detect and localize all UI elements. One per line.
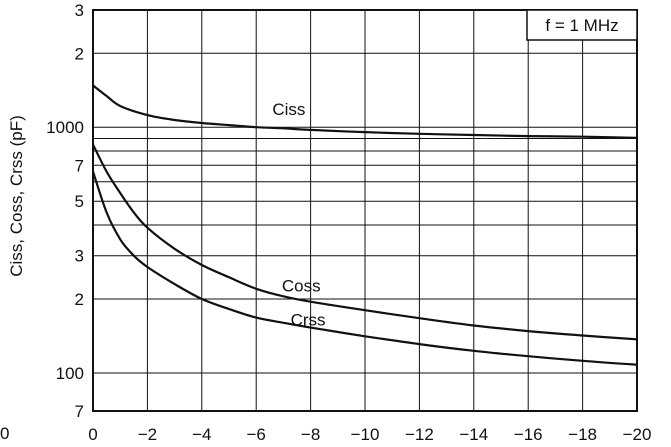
y-axis-label: Ciss, Coss, Crss (pF)	[7, 115, 26, 277]
y-tick-label: 2	[75, 44, 84, 63]
grid	[92, 9, 638, 412]
x-tick-label: −16	[514, 425, 543, 444]
x-tick-label: −2	[138, 425, 157, 444]
annotation-box	[526, 9, 638, 41]
y-tick-label: 100	[56, 364, 84, 383]
x-tick-label: 0	[88, 425, 97, 444]
series-label-crss: Crss	[291, 311, 326, 330]
y-tick-label: 3	[75, 1, 84, 20]
x-tick-label: −10	[351, 425, 380, 444]
x-tick-labels: 0 −2 −4 −6 −8 −10 −12 −14 −16 −18 −20	[88, 425, 651, 444]
y-tick-label: 5	[75, 192, 84, 211]
series-labels: Ciss Coss Crss	[272, 100, 325, 329]
annotation-frequency: f = 1 MHz	[545, 16, 618, 35]
series-line-ciss	[92, 84, 638, 139]
y-tick-label: 7	[75, 402, 84, 421]
x-tick-label: −6	[247, 425, 266, 444]
x-tick-label: −14	[459, 425, 488, 444]
x-tick-label: −4	[192, 425, 211, 444]
series-label-coss: Coss	[282, 277, 321, 296]
x-tick-label: −20	[623, 425, 652, 444]
series-label-ciss: Ciss	[272, 100, 305, 119]
series-layer	[91, 84, 638, 366]
x-tick-label: −8	[301, 425, 320, 444]
y-tick-label: 7	[75, 156, 84, 175]
plot-frame	[92, 9, 638, 412]
y-tick-label: 3	[75, 247, 84, 266]
series-line-coss	[92, 144, 638, 341]
series-line-crss	[91, 171, 638, 366]
y-tick-label: 1000	[46, 118, 84, 137]
x-tick-label: −18	[568, 425, 597, 444]
y-tick-label: 2	[75, 290, 84, 309]
x-tick-label: −12	[405, 425, 434, 444]
y-tick-labels: 7 100 2 3 5 7 1000 2 3	[46, 1, 84, 421]
stray-axis-label: 0	[0, 424, 9, 443]
